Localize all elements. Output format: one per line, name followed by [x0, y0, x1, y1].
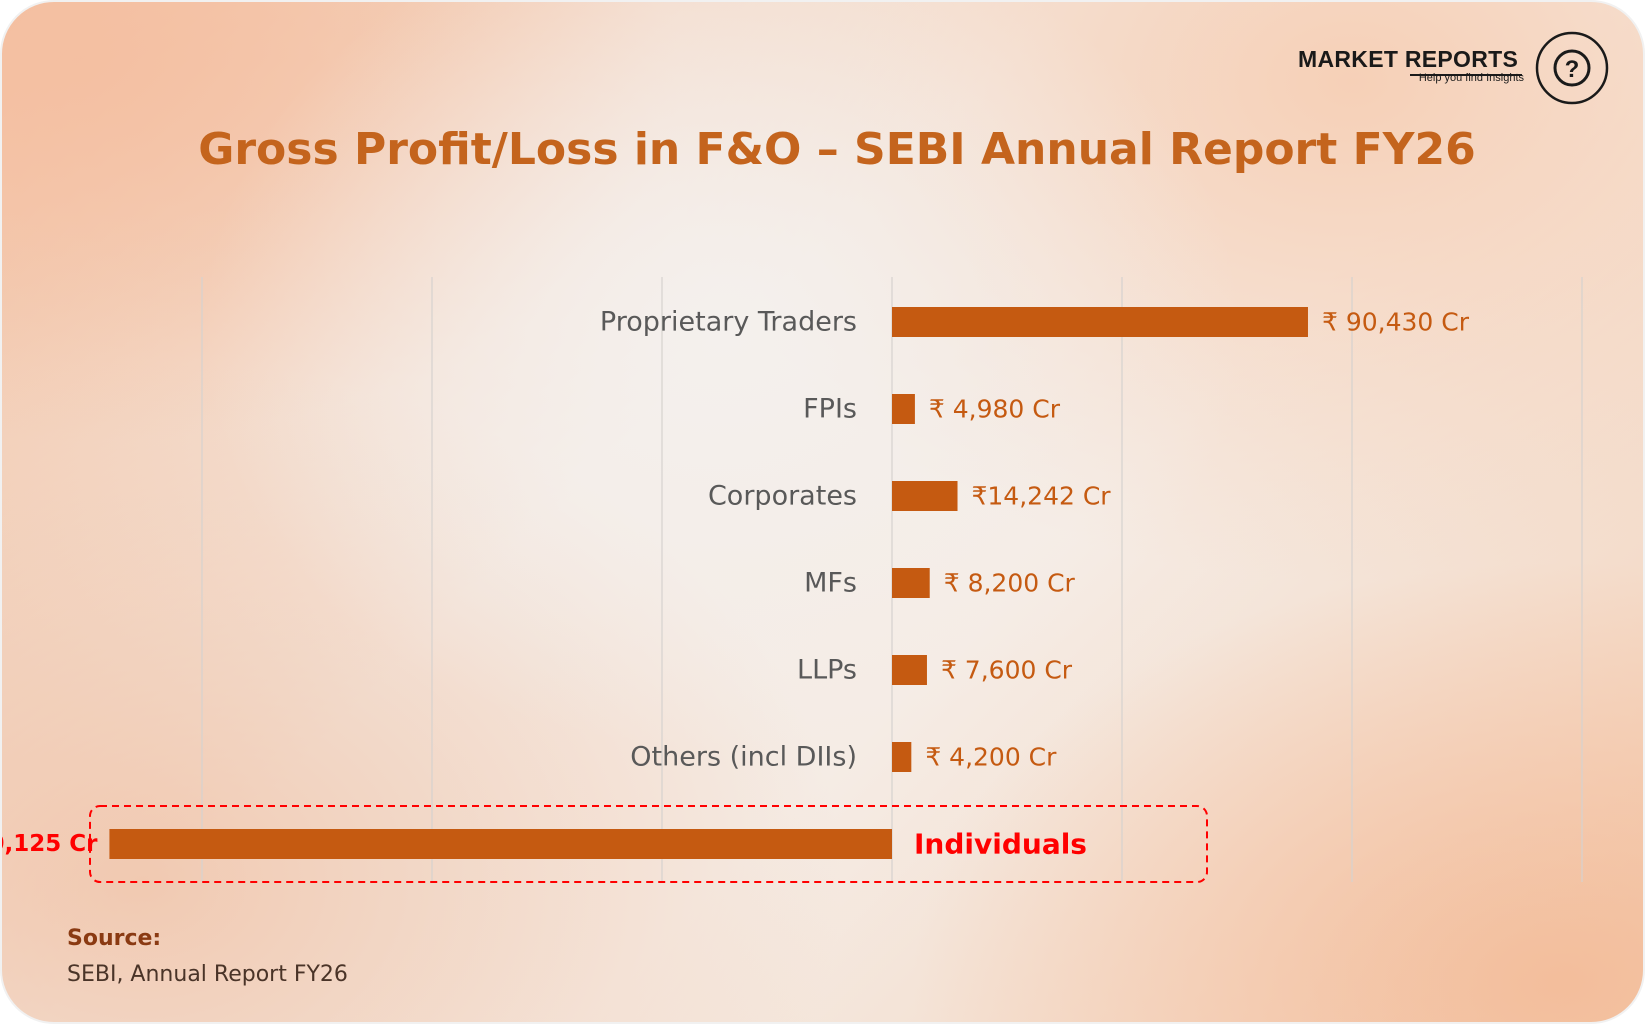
bar-fpis: [892, 394, 915, 424]
value-label-proprietary-traders: ₹ 90,430 Cr: [1322, 308, 1470, 337]
bar-llps: [892, 655, 927, 685]
value-label-corporates: ₹14,242 Cr: [972, 482, 1112, 511]
highlight-box: [89, 805, 1208, 883]
question-mark-icon: ?: [1535, 31, 1609, 105]
value-label-fpis: ₹ 4,980 Cr: [929, 395, 1061, 424]
category-label-llps: LLPs: [797, 655, 857, 686]
source-text: SEBI, Annual Report FY26: [67, 962, 348, 987]
value-label-individuals: ₹ -170,125 Cr: [2, 831, 98, 857]
category-label-corporates: Corporates: [708, 481, 857, 512]
bar-corporates: [892, 481, 958, 511]
value-label-others-incl-diis: ₹ 4,200 Cr: [925, 743, 1057, 772]
chart-title: Gross Profit/Loss in F&O – SEBI Annual R…: [198, 124, 1476, 175]
bar-others-incl-diis: [892, 742, 912, 772]
brand-logo: MARKET REPORTS Help you find Insights ?: [1298, 30, 1618, 108]
value-label-llps: ₹ 7,600 Cr: [941, 656, 1073, 685]
svg-text:?: ?: [1565, 56, 1580, 83]
brand-tagline: Help you find Insights: [1418, 72, 1524, 84]
category-label-others-incl-diis: Others (incl DIIs): [630, 742, 857, 773]
category-label-proprietary-traders: Proprietary Traders: [600, 307, 857, 338]
category-label-mfs: MFs: [804, 568, 857, 599]
category-label-individuals: Individuals: [914, 828, 1087, 861]
source-label: Source:: [67, 926, 162, 951]
value-label-mfs: ₹ 8,200 Cr: [944, 569, 1076, 598]
category-label-fpis: FPIs: [803, 394, 857, 425]
brand-underline: [1410, 74, 1522, 76]
brand-name: MARKET REPORTS: [1298, 46, 1519, 72]
bar-mfs: [892, 568, 930, 598]
bar-proprietary-traders: [892, 307, 1308, 337]
bar-individuals: [109, 829, 893, 859]
